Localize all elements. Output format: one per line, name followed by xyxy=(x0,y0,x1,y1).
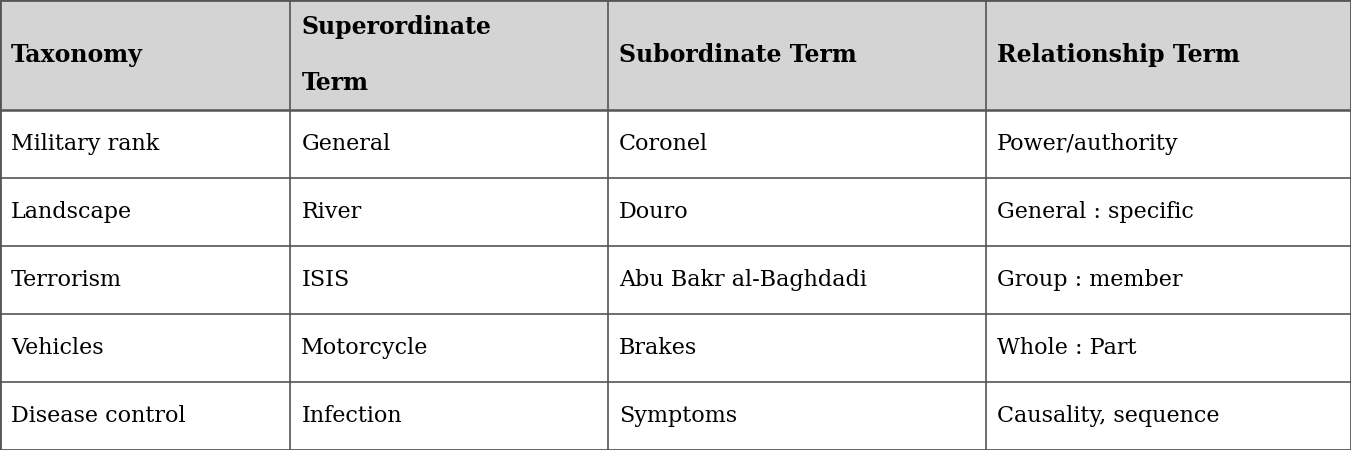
Bar xyxy=(0,0,290,110)
Text: Abu Bakr al-Baghdadi: Abu Bakr al-Baghdadi xyxy=(619,269,866,291)
Text: Coronel: Coronel xyxy=(619,133,708,155)
Bar xyxy=(290,178,608,246)
Bar xyxy=(986,178,1351,246)
Text: Taxonomy: Taxonomy xyxy=(11,43,143,67)
Text: Group : member: Group : member xyxy=(997,269,1182,291)
Text: Vehicles: Vehicles xyxy=(11,337,104,359)
Text: Causality, sequence: Causality, sequence xyxy=(997,405,1220,427)
Text: Brakes: Brakes xyxy=(619,337,697,359)
Text: Superordinate

Term: Superordinate Term xyxy=(301,15,492,95)
Bar xyxy=(0,110,290,178)
Bar xyxy=(986,382,1351,450)
Text: General: General xyxy=(301,133,390,155)
Bar xyxy=(986,246,1351,314)
Text: Symptoms: Symptoms xyxy=(619,405,736,427)
Bar xyxy=(608,246,986,314)
Bar xyxy=(290,314,608,382)
Text: Disease control: Disease control xyxy=(11,405,185,427)
Text: Douro: Douro xyxy=(619,201,689,223)
Text: General : specific: General : specific xyxy=(997,201,1194,223)
Text: ISIS: ISIS xyxy=(301,269,350,291)
Text: Infection: Infection xyxy=(301,405,401,427)
Text: Relationship Term: Relationship Term xyxy=(997,43,1240,67)
Bar xyxy=(0,178,290,246)
Bar xyxy=(0,314,290,382)
Text: Whole : Part: Whole : Part xyxy=(997,337,1136,359)
Text: Landscape: Landscape xyxy=(11,201,132,223)
Bar xyxy=(608,314,986,382)
Bar xyxy=(0,382,290,450)
Text: Motorcycle: Motorcycle xyxy=(301,337,428,359)
Bar xyxy=(290,382,608,450)
Bar xyxy=(986,0,1351,110)
Bar xyxy=(290,0,608,110)
Bar xyxy=(608,0,986,110)
Text: Terrorism: Terrorism xyxy=(11,269,122,291)
Bar xyxy=(0,246,290,314)
Text: Subordinate Term: Subordinate Term xyxy=(619,43,857,67)
Text: River: River xyxy=(301,201,362,223)
Bar xyxy=(290,246,608,314)
Text: Military rank: Military rank xyxy=(11,133,159,155)
Bar xyxy=(986,314,1351,382)
Bar xyxy=(608,110,986,178)
Bar xyxy=(608,382,986,450)
Bar xyxy=(986,110,1351,178)
Bar xyxy=(608,178,986,246)
Text: Power/authority: Power/authority xyxy=(997,133,1178,155)
Bar xyxy=(290,110,608,178)
